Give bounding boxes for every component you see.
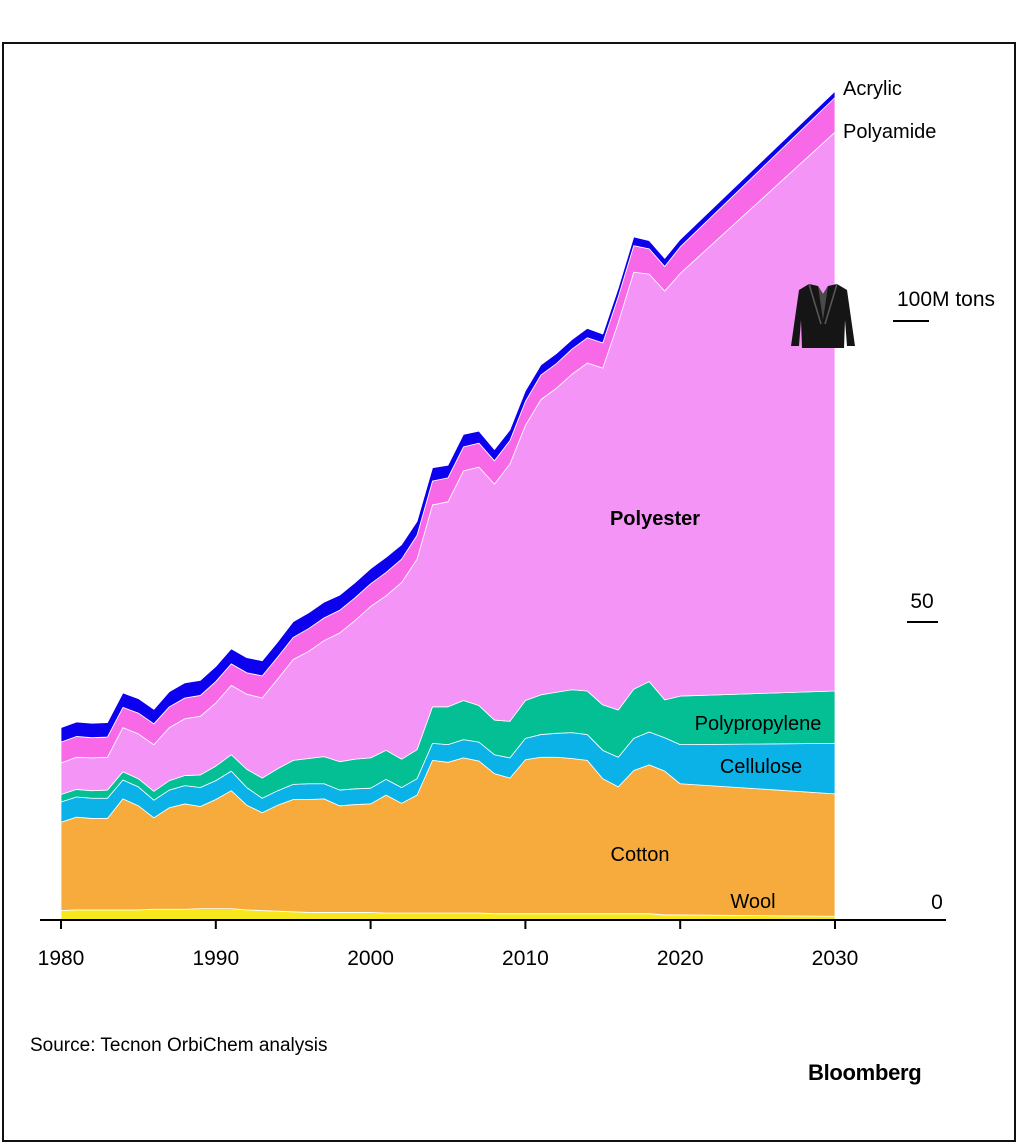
series-label-wool: Wool [730, 891, 775, 913]
y-tick-label: 0 [931, 891, 943, 914]
jacket-lapel [818, 286, 828, 320]
y-tick-label: 50 [910, 590, 933, 613]
series-label-acrylic: Acrylic [843, 78, 902, 100]
series-label-polypropylene: Polypropylene [695, 713, 822, 735]
series-label-cellulose: Cellulose [720, 756, 802, 778]
source-note: Source: Tecnon OrbiChem analysis [30, 1035, 328, 1056]
y-tick-label: 100M tons [897, 288, 995, 311]
x-tick-label: 2000 [347, 947, 394, 970]
series-label-cotton: Cotton [611, 844, 670, 866]
series-label-polyester: Polyester [610, 508, 700, 530]
jacket-icon [791, 283, 855, 348]
bloomberg-logo: Bloomberg [808, 1060, 922, 1085]
x-tick-label: 2010 [502, 947, 549, 970]
x-tick-label: 1990 [192, 947, 239, 970]
series-labels: Acrylic Polyamide Polyester Polypropylen… [610, 78, 936, 913]
series-label-polyamide: Polyamide [843, 121, 936, 143]
x-tick-label: 2020 [657, 947, 704, 970]
y-axis: 100M tons 50 0 [893, 288, 995, 914]
chart-frame [2, 42, 1016, 1142]
jacket-collar-line [808, 283, 822, 325]
x-tick-label: 2030 [812, 947, 859, 970]
x-axis: 1980 1990 2000 2010 2020 2030 [38, 919, 946, 970]
jacket-collar-line [824, 283, 838, 325]
area-layer [60, 90, 836, 921]
x-tick-label: 1980 [38, 947, 85, 970]
area-acrylic [60, 90, 836, 743]
